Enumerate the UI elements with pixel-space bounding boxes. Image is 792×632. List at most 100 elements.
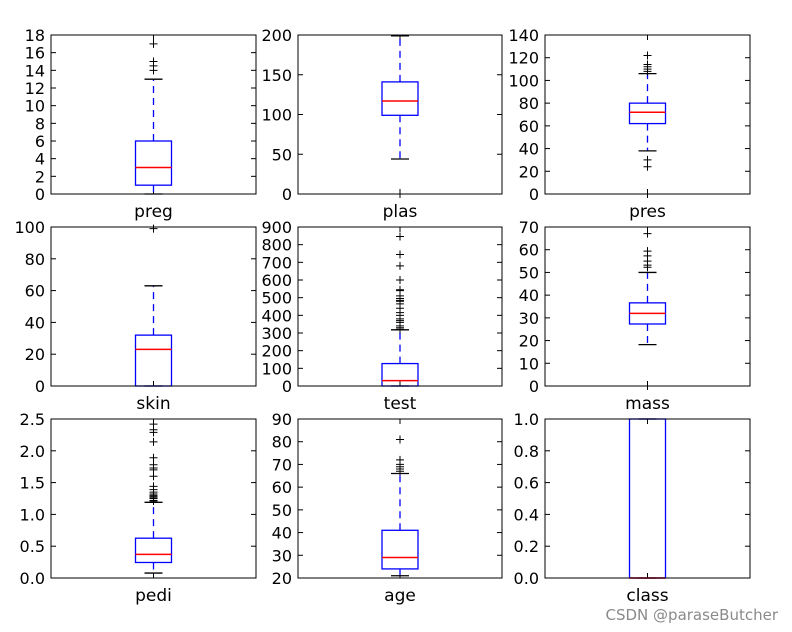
ytick-label: 50 — [272, 501, 292, 520]
outlier-marker — [643, 155, 652, 164]
ytick-label: 20 — [25, 345, 45, 364]
outlier-marker — [149, 420, 158, 429]
axes-frame — [544, 34, 751, 195]
xaxis-label: mass — [625, 394, 670, 414]
outlier-marker — [149, 453, 158, 462]
ytick-label: 18 — [25, 26, 45, 45]
ytick-label: 800 — [261, 236, 292, 255]
ytick-label: 0.2 — [514, 537, 539, 556]
box — [628, 418, 667, 579]
ytick-label: 120 — [508, 49, 539, 68]
ytick-label: 0 — [35, 377, 45, 396]
axes-frame — [297, 418, 503, 579]
outlier-marker — [643, 51, 652, 60]
outlier-marker — [149, 437, 158, 446]
ytick-label: 1.5 — [20, 474, 45, 493]
xaxis-label: test — [384, 394, 417, 414]
axes-frame — [50, 34, 257, 195]
ytick-label: 1.0 — [20, 505, 45, 524]
ytick-label: 100 — [261, 106, 292, 125]
ytick-label: 0 — [282, 377, 292, 396]
ytick-label: 0 — [35, 185, 45, 204]
ytick-label: 90 — [272, 410, 292, 429]
ytick-label: 2.5 — [20, 410, 45, 429]
xaxis-label: skin — [136, 394, 170, 414]
xaxis-label: pres — [629, 202, 666, 222]
outlier-marker — [149, 224, 158, 233]
ytick-label: 100 — [508, 71, 539, 90]
outlier-marker — [149, 39, 158, 48]
outlier-marker — [396, 261, 404, 270]
ytick-label: 12 — [25, 79, 45, 98]
subplot-age: 20 30 40 50 60 70 80 90 age — [272, 410, 503, 606]
ytick-label: 0 — [282, 185, 292, 204]
xaxis-label: class — [626, 586, 668, 606]
ytick-label: 40 — [519, 286, 539, 305]
ytick-label: 70 — [519, 218, 539, 237]
ytick-label: 10 — [25, 97, 45, 116]
xaxis-label: pedi — [135, 586, 172, 606]
ytick-label: 140 — [508, 26, 539, 45]
ytick-label: 400 — [261, 306, 292, 325]
outlier-marker — [396, 276, 404, 284]
box — [134, 537, 173, 564]
ytick-label: 0.8 — [514, 442, 539, 461]
ytick-label: 700 — [261, 253, 292, 272]
outlier-marker — [396, 435, 404, 444]
ytick-label: 900 — [261, 218, 292, 237]
ytick-label: 20 — [272, 569, 292, 588]
subplot-pedi: 0.0 0.5 1.0 1.5 2.0 2.5 pedi — [20, 410, 257, 606]
axes-frame — [297, 226, 503, 387]
ytick-label: 60 — [272, 478, 292, 497]
box — [134, 140, 173, 186]
box — [134, 334, 173, 387]
box — [381, 81, 419, 116]
ytick-label: 60 — [519, 241, 539, 260]
ytick-label: 2 — [35, 167, 45, 186]
ytick-label: 60 — [519, 117, 539, 136]
outlier-marker — [396, 455, 404, 464]
axes-frame — [544, 226, 751, 387]
ytick-label: 16 — [25, 44, 45, 63]
ytick-label: 0.6 — [514, 474, 539, 493]
ytick-label: 50 — [272, 145, 292, 164]
ytick-label: 300 — [261, 324, 292, 343]
ytick-label: 0.0 — [514, 569, 539, 588]
ytick-label: 0.5 — [20, 537, 45, 556]
subplot-mass: 0 10 20 30 40 50 60 70 mass — [519, 218, 751, 414]
subplot-skin: 0 20 40 60 80 100 skin — [14, 218, 257, 414]
ytick-label: 80 — [272, 433, 292, 452]
ytick-label: 30 — [519, 309, 539, 328]
xaxis-label: plas — [383, 202, 418, 222]
ytick-label: 0.4 — [514, 505, 539, 524]
axes-frame — [544, 418, 751, 579]
ytick-label: 80 — [519, 94, 539, 113]
ytick-label: 6 — [35, 132, 45, 151]
axes-frame — [50, 226, 257, 387]
ytick-label: 80 — [25, 250, 45, 269]
ytick-label: 500 — [261, 289, 292, 308]
subplot-pres: 0 20 40 60 80 100 120 140 pres — [508, 26, 751, 222]
subplot-class: 0.0 0.2 0.4 0.6 0.8 1.0 class — [514, 410, 751, 606]
ytick-label: 40 — [25, 313, 45, 332]
ytick-label: 100 — [14, 218, 45, 237]
axes-frame — [297, 34, 503, 195]
outlier-marker — [643, 229, 652, 238]
ytick-label: 200 — [261, 342, 292, 361]
outlier-marker — [396, 285, 404, 294]
watermark: CSDN @paraseButcher — [605, 606, 778, 624]
ytick-label: 60 — [25, 282, 45, 301]
ytick-label: 40 — [272, 524, 292, 543]
ytick-label: 600 — [261, 271, 292, 290]
ytick-label: 40 — [519, 140, 539, 159]
ytick-label: 1.0 — [514, 410, 539, 429]
outlier-marker — [149, 482, 158, 491]
ytick-label: 150 — [261, 66, 292, 85]
outlier-marker — [643, 60, 652, 69]
ytick-label: 14 — [25, 61, 45, 80]
outlier-marker — [643, 162, 652, 171]
outlier-marker — [149, 57, 158, 66]
